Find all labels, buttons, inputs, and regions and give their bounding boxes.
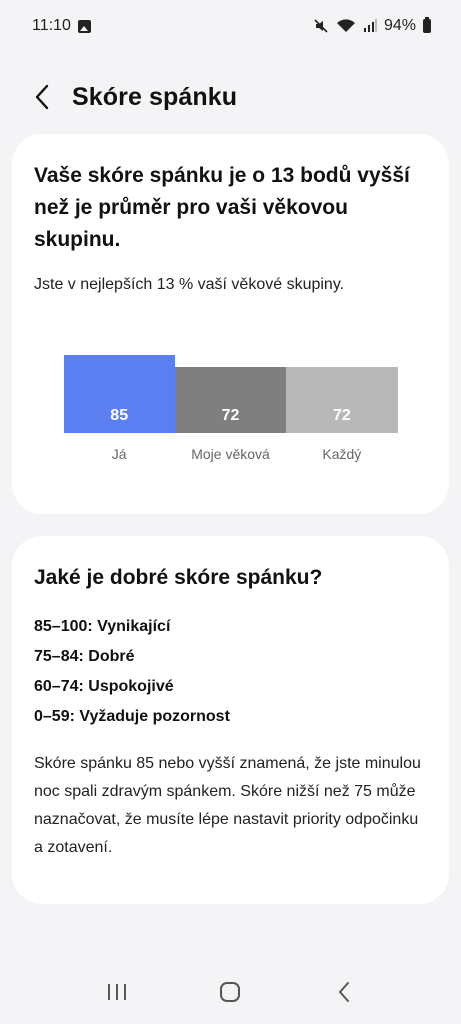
bar-category-label: Každý <box>322 446 362 462</box>
chart-bar: 85 <box>63 354 175 433</box>
gallery-notification-icon <box>77 19 91 33</box>
home-icon <box>220 982 241 1002</box>
navigation-bar <box>0 960 461 1024</box>
chart-bar: 72 <box>286 366 398 433</box>
score-ranges: 85–100: Vynikající 75–84: Dobré 60–74: U… <box>34 612 427 732</box>
recents-button[interactable] <box>97 972 137 1012</box>
battery-percent: 94% <box>383 17 416 34</box>
score-comparison-chart: 85 Já 72 Moje věková 72 Každý <box>63 336 398 476</box>
wifi-icon <box>336 19 355 32</box>
battery-icon <box>423 17 431 33</box>
bar-value-label: 72 <box>332 407 351 424</box>
nav-back-button[interactable] <box>324 972 364 1012</box>
info-title: Jaké je dobré skóre spánku? <box>34 566 323 589</box>
back-button[interactable] <box>26 77 58 117</box>
range-good: 75–84: Dobré <box>34 648 135 665</box>
range-attention: 0–59: Vyžaduje pozornost <box>34 708 230 725</box>
info-card: Jaké je dobré skóre spánku? 85–100: Vyni… <box>12 536 449 904</box>
range-fair: 60–74: Uspokojivé <box>34 678 174 695</box>
chart-bar: 72 <box>174 366 287 433</box>
recents-icon <box>107 984 126 1000</box>
range-excellent: 85–100: Vynikající <box>34 618 171 635</box>
status-bar: 11:10 94% <box>0 0 461 52</box>
bar-category-label: Moje věková <box>191 446 270 462</box>
status-right: 94% <box>313 17 431 35</box>
back-icon <box>339 982 350 1002</box>
bar-value-label: 72 <box>221 407 240 424</box>
chevron-left-icon <box>35 84 49 110</box>
mute-icon <box>314 19 328 33</box>
status-left: 11:10 <box>32 17 91 35</box>
bar-category-label: Já <box>111 446 127 462</box>
page-title: Skóre spánku <box>72 82 238 111</box>
clock: 11:10 <box>32 17 71 34</box>
comparison-subtext: Jste v nejlepších 13 % vaší věkové skupi… <box>34 276 345 293</box>
home-button[interactable] <box>210 972 250 1012</box>
app-header: Skóre spánku <box>26 74 441 120</box>
comparison-card: Vaše skóre spánku je o 13 bodů vyšší než… <box>12 134 449 514</box>
bar-value-label: 85 <box>110 407 129 424</box>
info-paragraph: Skóre spánku 85 nebo vyšší znamená, že j… <box>34 755 421 856</box>
comparison-headline: Vaše skóre spánku je o 13 bodů vyšší než… <box>34 164 410 251</box>
signal-icon <box>363 19 377 32</box>
